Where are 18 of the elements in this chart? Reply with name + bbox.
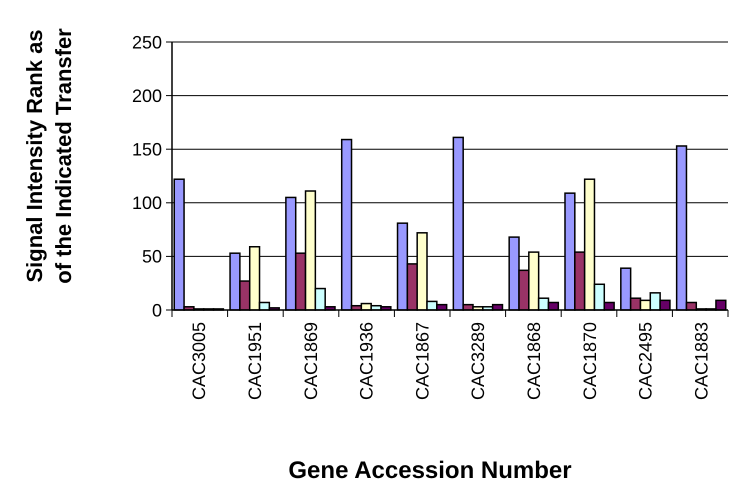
- x-tick-label: CAC2495: [636, 322, 656, 400]
- x-tick-label: CAC1867: [412, 322, 432, 400]
- x-tick-label: CAC3289: [468, 322, 488, 400]
- y-tick-label: 0: [152, 300, 162, 320]
- y-tick-label: 50: [142, 246, 162, 267]
- y-tick-label: 200: [132, 86, 162, 106]
- y-tick-label: 250: [132, 32, 162, 52]
- x-axis-title: Gene Accession Number: [288, 457, 572, 484]
- x-tick-label: CAC1951: [244, 322, 265, 400]
- x-tick-label: CAC1868: [524, 322, 544, 400]
- y-tick-label: 150: [132, 140, 162, 160]
- x-tick-label: CAC1869: [300, 322, 321, 400]
- y-axis-title: Signal Intensity Rank as of the Indicated Transfer: [22, 28, 76, 284]
- x-tick-label: CAC1883: [692, 322, 712, 400]
- x-tick-label: CAC1870: [580, 322, 600, 400]
- x-tick-label: CAC1936: [356, 322, 377, 400]
- y-tick-label: 100: [132, 193, 162, 214]
- x-tick-label: CAC3005: [189, 322, 210, 400]
